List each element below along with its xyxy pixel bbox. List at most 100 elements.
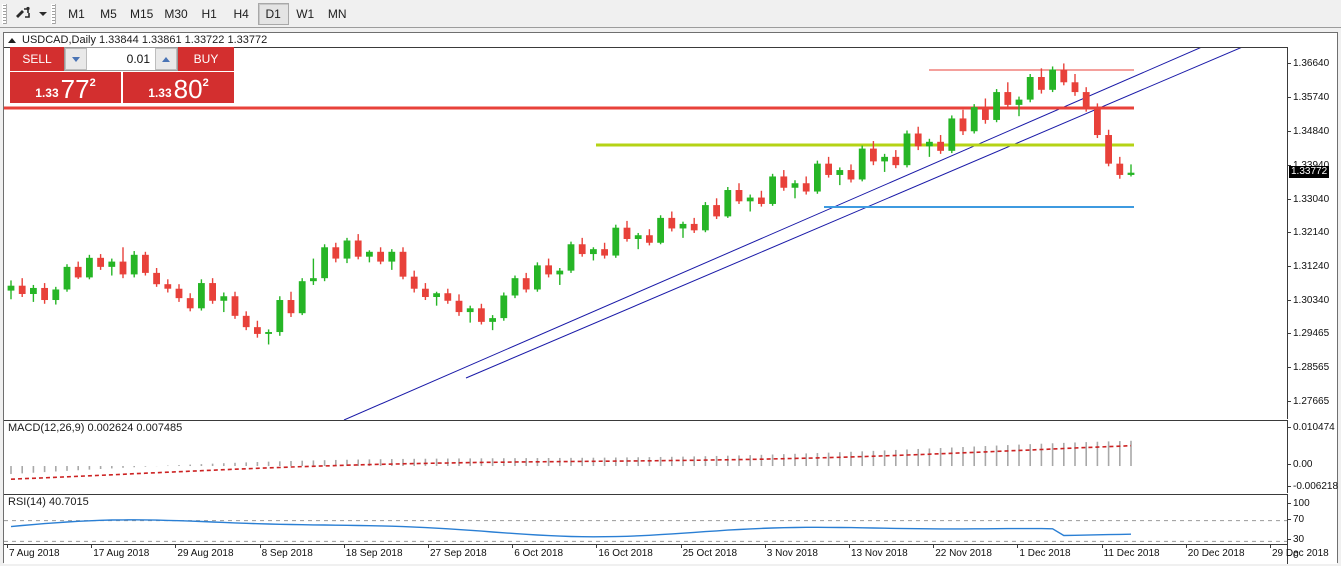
date-label-7: 16 Oct 2018 (598, 548, 653, 559)
buy-price-prefix: 1.33 (148, 86, 172, 100)
sell-price-point: 2 (89, 77, 96, 89)
date-tick-14 (1185, 545, 1187, 548)
cursor-dropdown-button[interactable] (36, 3, 49, 25)
macd-tick-2: -0.006218 (1288, 482, 1338, 492)
price-tick-10: 1.27665 (1288, 397, 1329, 407)
price-pane[interactable] (4, 47, 1287, 420)
date-tick-1 (91, 545, 93, 548)
sell-price-prefix: 1.33 (35, 86, 59, 100)
timeframe-d1[interactable]: D1 (257, 2, 289, 25)
date-tick-13 (1101, 545, 1103, 548)
collapse-triangle-icon[interactable] (8, 37, 16, 43)
date-tick-11 (933, 545, 935, 548)
date-tick-2 (175, 545, 177, 548)
sell-button[interactable]: SELL (10, 47, 64, 71)
chevron-down-icon (38, 11, 47, 16)
volume-input[interactable]: 0.01 (126, 52, 150, 66)
current-price-label: 1.33772 (1289, 165, 1330, 178)
date-label-15: 29 Dec 2018 (1272, 548, 1329, 559)
date-label-8: 25 Oct 2018 (682, 548, 738, 559)
rsi-chart-svg (4, 519, 1287, 542)
rsi-label: RSI(14) 40.7015 (8, 496, 92, 508)
price-scale[interactable]: 1.36640 1.35740 1.34840 1.33940 1.33040 1.321… (1287, 47, 1337, 419)
timeframe-group: M1 M5 M15 M30 H1 H4 D1 W1 MN (61, 2, 354, 26)
date-label-3: 8 Sep 2018 (261, 548, 313, 559)
date-label-9: 3 Nov 2018 (766, 548, 818, 559)
date-tick-10 (849, 545, 850, 548)
date-tick-3 (259, 545, 261, 548)
date-tick-4 (343, 545, 345, 548)
chart-header: USDCAD,Daily 1.33844 1.33861 1.33722 1.3… (4, 33, 1337, 47)
timeframe-m1[interactable]: M1 (68, 6, 85, 21)
timeframe-h4[interactable]: H4 (233, 6, 249, 21)
caret-up-icon (162, 56, 170, 62)
sell-price-main: 77 (60, 74, 90, 104)
caret-down-icon (72, 56, 80, 62)
rsi-tick-1: 70 (1288, 514, 1304, 525)
date-tick-5 (428, 545, 429, 548)
date-tick-7 (596, 545, 598, 548)
date-label-10: 13 Nov 2018 (851, 548, 908, 559)
date-label-12: 1 Dec 2018 (1019, 548, 1071, 559)
toolbar-grip-1[interactable] (2, 3, 7, 24)
buy-price-display[interactable]: 1.33 80 2 (123, 72, 234, 103)
date-tick-15 (1270, 545, 1271, 548)
date-label-5: 27 Sep 2018 (430, 548, 487, 559)
date-label-6: 6 Oct 2018 (514, 548, 564, 559)
date-label-4: 18 Sep 2018 (345, 548, 403, 559)
date-label-11: 22 Nov 2018 (935, 548, 992, 559)
price-tick-8: 1.29465 (1288, 329, 1329, 339)
timeframe-m5[interactable]: M5 (100, 6, 117, 21)
volume-increase-button[interactable] (155, 48, 177, 70)
chart-window: USDCAD,Daily 1.33844 1.33861 1.33722 1.3… (3, 32, 1338, 564)
price-chart-svg (4, 48, 1242, 420)
price-tick-0: 1.36640 (1288, 58, 1329, 69)
date-label-0: 7 Aug 2018 (9, 548, 60, 559)
date-label-2: 29 Aug 2018 (177, 548, 234, 559)
buy-price-main: 80 (173, 74, 203, 104)
date-label-1: 17 Aug 2018 (93, 548, 150, 559)
macd-chart-svg (10, 440, 1132, 480)
toolbar-grip-2[interactable] (51, 3, 56, 24)
toolbar: M1 M5 M15 M30 H1 H4 D1 W1 MN (0, 0, 1341, 28)
timeframe-w1[interactable]: W1 (296, 6, 315, 21)
rsi-tick-0: 100 (1288, 499, 1310, 509)
rsi-scale: 100 70 30 0 (1287, 494, 1337, 564)
chart-symbol-ohlc: USDCAD,Daily 1.33844 1.33861 1.33722 1.3… (22, 34, 268, 46)
date-tick-0 (7, 545, 8, 548)
price-tick-1: 1.35740 (1288, 92, 1329, 103)
buy-price-point: 2 (202, 77, 209, 89)
macd-tick-1: 0.00 (1288, 460, 1312, 470)
price-tick-5: 1.32140 (1288, 228, 1329, 238)
rsi-tick-3: 0 (1288, 551, 1299, 561)
timeframe-mn[interactable]: MN (327, 6, 347, 21)
rsi-tick-2: 30 (1288, 535, 1304, 545)
timeframe-h1[interactable]: H1 (201, 6, 217, 21)
macd-scale: 0.010474 0.00 -0.006218 (1287, 420, 1338, 493)
price-tick-3: 1.33940 (1288, 160, 1329, 171)
volume-stepper[interactable]: 0.01 (64, 47, 178, 71)
one-click-trading-panel: SELL 0.01 BUY 1.33 77 2 (10, 47, 234, 103)
timeframe-m15[interactable]: M15 (130, 6, 154, 21)
date-tick-6 (512, 545, 514, 548)
price-tick-9: 1.28565 (1288, 363, 1329, 373)
price-tick-6: 1.31240 (1288, 262, 1329, 272)
date-tick-12 (1017, 545, 1019, 548)
price-tick-7: 1.30340 (1288, 296, 1329, 306)
sell-price-display[interactable]: 1.33 77 2 (10, 72, 121, 103)
date-axis[interactable]: 7 Aug 2018 17 Aug 2018 29 Aug 2018 8 Sep 20… (4, 544, 1329, 562)
macd-label: MACD(12,26,9) 0.002624 0.007485 (8, 422, 186, 434)
volume-decrease-button[interactable] (65, 48, 87, 70)
macd-tick-0: 0.010474 (1288, 423, 1335, 433)
macd-pane[interactable]: MACD(12,26,9) 0.002624 0.007485 (4, 420, 1287, 493)
date-label-14: 20 Dec 2018 (1187, 548, 1245, 559)
crosshair-cursor-icon[interactable] (10, 2, 36, 26)
price-tick-2: 1.34840 (1288, 126, 1329, 137)
buy-button[interactable]: BUY (178, 47, 234, 71)
date-tick-8 (680, 545, 682, 548)
date-label-13: 11 Dec 2018 (1103, 548, 1160, 559)
price-tick-4: 1.33040 (1288, 194, 1329, 205)
date-tick-9 (764, 545, 766, 548)
timeframe-m30[interactable]: M30 (164, 6, 188, 21)
